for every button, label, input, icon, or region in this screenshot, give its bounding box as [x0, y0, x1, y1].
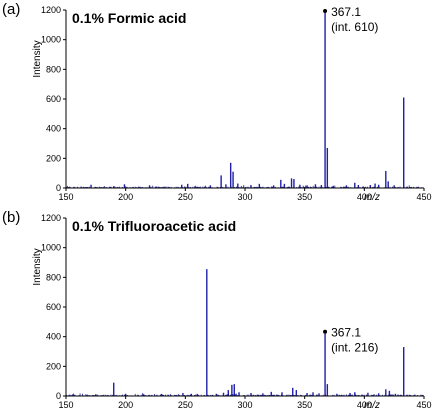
y-tick-label: 800 — [46, 272, 61, 282]
y-tick-label: 0 — [56, 183, 61, 193]
x-tick-label: 150 — [58, 192, 73, 202]
peak-marker-dot — [323, 8, 328, 13]
y-axis-label: Intensity — [32, 40, 43, 77]
peak-marker-dot — [323, 329, 328, 334]
x-axis-label: m/z — [364, 192, 380, 203]
x-tick-label: 250 — [178, 192, 193, 202]
y-tick-label: 800 — [46, 64, 61, 74]
y-tick-label: 1000 — [41, 35, 61, 45]
panel-title: 0.1% Formic acid — [72, 10, 186, 26]
y-tick-label: 400 — [46, 124, 61, 134]
x-tick-label: 400 — [357, 192, 372, 202]
y-tick-label: 400 — [46, 332, 61, 342]
y-tick-label: 1200 — [41, 213, 61, 223]
x-axis-label: m/z — [364, 400, 380, 411]
peak-annotation-intensity: (int. 610) — [331, 20, 378, 34]
y-tick-label: 1000 — [41, 243, 61, 253]
y-tick-label: 600 — [46, 94, 61, 104]
spectrum-panel-a: (a) 0 200 400 600 800 1000 1200 150 200 250 300 350 4… — [2, 1, 432, 203]
peak-annotation-mz: 367.1 — [331, 326, 361, 340]
y-tick-label: 200 — [46, 153, 61, 163]
x-tick-label: 300 — [237, 192, 252, 202]
x-tick-label: 450 — [416, 400, 431, 410]
y-axis-label: Intensity — [32, 248, 43, 285]
peak-group — [90, 12, 405, 188]
y-tick-label: 1200 — [41, 5, 61, 15]
x-tick-label: 200 — [118, 192, 133, 202]
x-tick-label: 450 — [416, 192, 431, 202]
x-tick-label: 200 — [118, 400, 133, 410]
x-tick-label: 400 — [357, 400, 372, 410]
peak-annotation-intensity: (int. 216) — [331, 341, 378, 355]
x-tick-label: 150 — [58, 400, 73, 410]
y-tick-label: 200 — [46, 361, 61, 371]
panel-title: 0.1% Trifluoroacetic acid — [72, 218, 236, 234]
y-tick-label: 600 — [46, 302, 61, 312]
spectrum-panel-b: (b) 0 200 400 600 800 1000 1200 150 200 250 300 350 4… — [2, 209, 432, 411]
x-tick-label: 250 — [178, 400, 193, 410]
x-tick-label: 300 — [237, 400, 252, 410]
peak-annotation-mz: 367.1 — [331, 5, 361, 19]
panel-label: (a) — [2, 1, 20, 18]
x-tick-label: 350 — [297, 400, 312, 410]
panel-label: (b) — [2, 209, 20, 226]
y-tick-label: 0 — [56, 391, 61, 401]
x-tick-label: 350 — [297, 192, 312, 202]
